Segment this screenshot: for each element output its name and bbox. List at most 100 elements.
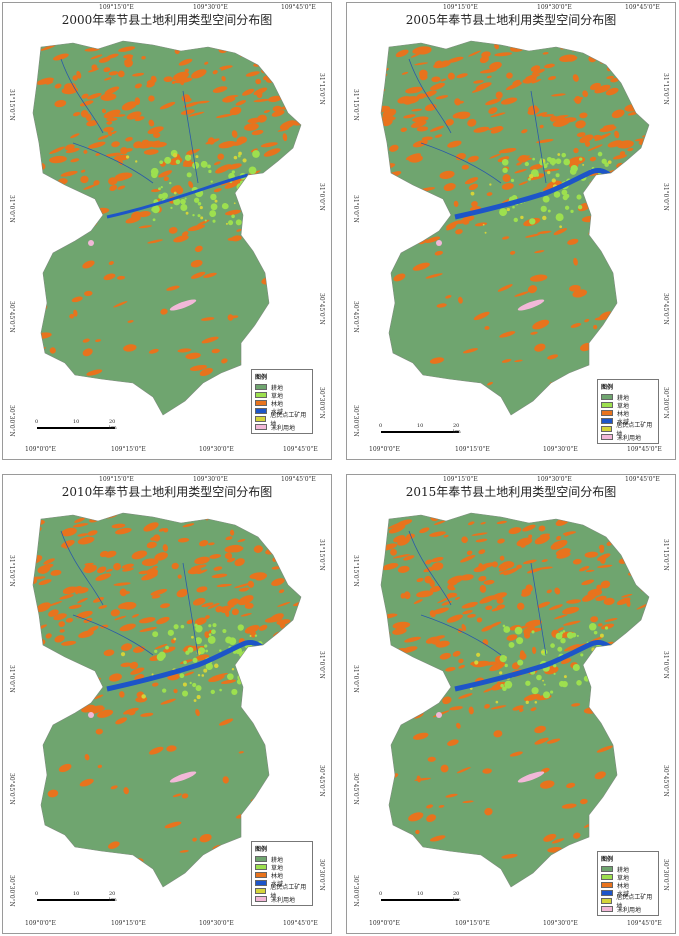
forest-patch (468, 50, 481, 57)
forest-patch (125, 136, 133, 142)
forest-patch (490, 126, 504, 134)
forest-patch (616, 331, 631, 342)
forest-patch (531, 68, 545, 75)
forest-patch (217, 153, 225, 160)
legend-label: 耕地 (617, 866, 630, 874)
forest-patch (403, 591, 411, 600)
forest-patch (107, 130, 113, 137)
settlement-patch (529, 174, 534, 179)
forest-patch (596, 745, 613, 753)
forest-patch (184, 671, 195, 676)
grassland-patch (542, 195, 550, 203)
county-boundary (32, 40, 302, 416)
settlement-patch (200, 216, 204, 220)
forest-patch (466, 550, 473, 556)
forest-patch (640, 86, 646, 94)
forest-patch (239, 589, 248, 592)
legend-swatch (255, 888, 267, 894)
forest-patch (101, 108, 107, 114)
scale-label: 20 km (109, 419, 117, 431)
forest-patch (505, 82, 522, 91)
forest-patch (579, 112, 588, 119)
grassland-patch (187, 646, 194, 653)
legend-swatch (255, 400, 267, 406)
forest-patch (65, 148, 80, 154)
forest-patch (579, 134, 594, 143)
forest-patch (395, 672, 401, 681)
forest-patch (552, 118, 570, 127)
forest-patch (49, 347, 56, 354)
forest-patch (62, 586, 78, 595)
settlement-patch (559, 225, 563, 229)
grassland-patch (212, 219, 216, 223)
forest-patch (91, 64, 98, 71)
forest-patch (543, 833, 557, 842)
forest-patch (435, 95, 449, 100)
forest-patch (194, 245, 203, 253)
forest-patch (621, 593, 633, 598)
forest-patch (86, 120, 98, 127)
settlement-patch (505, 656, 507, 658)
forest-patch (496, 681, 502, 689)
forest-patch (49, 155, 67, 164)
forest-patch (635, 626, 649, 633)
settlement-patch (607, 160, 612, 164)
forest-patch (421, 694, 433, 701)
forest-patch (557, 627, 564, 631)
forest-patch (599, 556, 606, 564)
forest-patch (105, 568, 113, 573)
forest-patch (425, 667, 430, 675)
forest-patch (434, 520, 446, 526)
grassland-patch (597, 151, 603, 157)
forest-patch (633, 711, 645, 715)
forest-patch (293, 84, 301, 90)
top-tick: 109°45'0"E (625, 4, 660, 11)
forest-patch (508, 527, 522, 535)
forest-patch (635, 138, 645, 142)
legend-item: 居民点工矿用地 (601, 894, 655, 910)
grassland-patch (550, 643, 555, 648)
forest-patch (499, 331, 516, 338)
legend-item: 未利用地 (255, 423, 309, 432)
legend-item: 未利用地 (601, 433, 655, 442)
scale-bar: 0 10 20 km (35, 891, 117, 907)
settlement-patch (242, 158, 247, 163)
forest-patch (399, 393, 407, 401)
forest-patch (282, 133, 288, 142)
forest-patch (630, 222, 635, 226)
settlement-patch (197, 673, 201, 677)
forest-patch (436, 876, 450, 882)
grassland-patch (502, 624, 506, 628)
forest-patch (278, 50, 291, 55)
forest-patch (445, 220, 462, 228)
scale-bar: 0 10 20 km (379, 891, 461, 907)
forest-patch (502, 174, 511, 183)
forest-patch (196, 586, 208, 593)
grassland-patch (540, 205, 547, 212)
forest-patch (234, 558, 245, 567)
forest-patch (84, 562, 94, 566)
scale-label: 20 km (109, 891, 117, 903)
forest-patch (183, 101, 200, 108)
forest-patch (446, 592, 458, 598)
forest-patch (490, 112, 506, 118)
legend-items: 耕地 草地 林地 水域 居民点工矿用地 未利用地 (255, 855, 309, 904)
settlement-patch (551, 178, 556, 183)
forest-patch (197, 569, 208, 575)
grassland-patch (503, 626, 511, 633)
forest-patch (151, 594, 161, 599)
forest-patch (140, 712, 154, 717)
forest-patch (33, 802, 34, 806)
forest-patch (520, 544, 526, 548)
forest-patch (204, 61, 209, 65)
forest-patch (395, 665, 405, 669)
forest-patch (293, 197, 301, 206)
forest-patch (273, 45, 288, 52)
forest-patch (54, 99, 67, 108)
right-tick: 31°15'0"N (318, 539, 325, 571)
forest-patch (108, 261, 114, 266)
forest-patch (123, 344, 137, 352)
yangtze-river (106, 173, 249, 219)
forest-patch (188, 111, 205, 117)
forest-patch (154, 643, 168, 650)
